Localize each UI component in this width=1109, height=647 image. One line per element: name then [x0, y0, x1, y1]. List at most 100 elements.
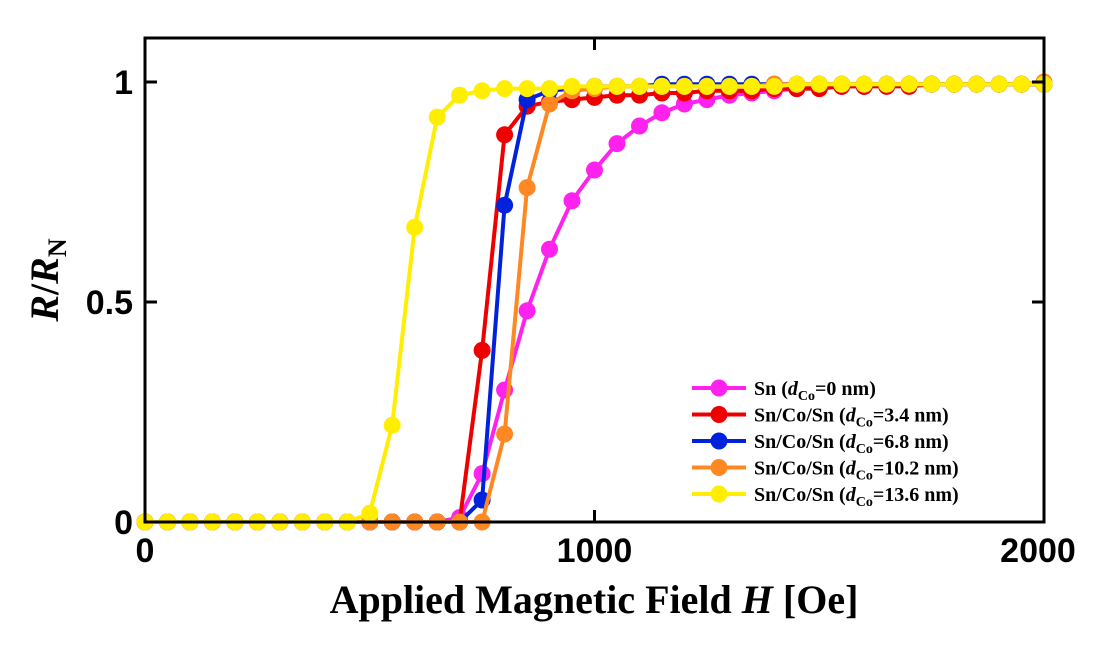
x-axis-title: Applied Magnetic Field H [Oe] — [330, 577, 859, 622]
series-2-point — [473, 341, 491, 359]
legend-entry-3: Sn/Co/Sn (dCo=6.8 nm) — [692, 431, 949, 457]
legend-label-sub: Co — [798, 389, 815, 404]
series-2-line — [145, 82, 1044, 524]
legend-swatch-marker — [710, 406, 728, 423]
series-1-point — [518, 302, 536, 320]
legend-entry-2: Sn/Co/Sn (dCo=3.4 nm) — [692, 405, 949, 431]
legend-swatch-marker — [710, 379, 728, 397]
series-4-line — [145, 80, 1045, 524]
series-5-point — [810, 75, 828, 93]
legend-swatch-marker — [710, 459, 728, 476]
series-5-point — [653, 77, 671, 95]
legend-label-value: =3.4 nm) — [873, 405, 949, 427]
series-5-point — [496, 80, 514, 98]
series-5-point — [361, 504, 379, 522]
legend-label-prefix: Sn/Co/Sn ( — [754, 431, 846, 453]
series-5-point — [743, 77, 761, 95]
series-5-point — [923, 75, 941, 93]
legend-label-value: =10.2 nm) — [873, 458, 959, 480]
legend-label-symbol: d — [846, 405, 857, 427]
series-1-point — [586, 161, 603, 179]
legend-label: Sn/Co/Sn (dCo=13.6 nm) — [754, 484, 959, 510]
legend-label-sub: Co — [856, 469, 873, 484]
x-tick-label: 2000 — [1000, 532, 1076, 570]
x-axis-title-unit: [Oe] — [773, 577, 859, 622]
series-5-point — [698, 77, 716, 95]
y-tick-label: 0 — [114, 504, 133, 542]
legend-label-symbol: d — [846, 458, 857, 480]
series-5-point — [1013, 75, 1030, 93]
series-4-point — [518, 179, 536, 197]
x-tick-label: 0 — [136, 532, 155, 570]
y-axis-title-sub: N — [43, 238, 72, 257]
series-3-point — [496, 196, 514, 214]
series-5-point — [518, 80, 536, 98]
legend-entry-1: Sn (dCo=0 nm) — [692, 378, 876, 404]
legend: Sn (dCo=0 nm)Sn/Co/Sn (dCo=3.4 nm)Sn/Co/… — [692, 378, 959, 510]
legend-label-sub: Co — [856, 442, 873, 457]
series-5-point — [541, 80, 558, 98]
series-5-point — [833, 75, 851, 93]
legend-swatch-marker — [710, 432, 728, 450]
legend-label-value: =0 nm) — [815, 378, 876, 400]
series-5-point — [720, 77, 738, 95]
y-tick-label: 0.5 — [86, 284, 133, 322]
series-5-point — [428, 108, 446, 126]
series-5-point — [473, 82, 491, 100]
series-5-point — [451, 86, 469, 104]
legend-label: Sn (dCo=0 nm) — [754, 378, 876, 404]
series-2-point — [496, 126, 514, 144]
series-4-point — [541, 95, 558, 113]
series-5-point — [608, 77, 626, 95]
series-1-point — [608, 135, 626, 153]
legend-label: Sn/Co/Sn (dCo=3.4 nm) — [754, 405, 949, 431]
series-5-point — [878, 75, 896, 93]
legend-label-value: =6.8 nm) — [873, 431, 949, 453]
legend-label-value: =13.6 nm) — [873, 484, 959, 506]
legend-entry-4: Sn/Co/Sn (dCo=10.2 nm) — [692, 458, 959, 484]
legend-swatch-marker — [710, 485, 728, 503]
legend-label-prefix: Sn/Co/Sn ( — [754, 484, 846, 506]
legend-label-prefix: Sn/Co/Sn ( — [754, 458, 846, 480]
series-1-point — [653, 104, 671, 122]
legend-label-symbol: d — [846, 484, 857, 506]
y-axis-title: R/RN — [22, 238, 72, 323]
x-axis-title-symbol: H — [741, 577, 775, 622]
series-5-point — [563, 77, 581, 95]
y-axis-title-rn: R — [22, 257, 67, 285]
y-axis-title-r: R — [22, 295, 67, 323]
x-tick-label: 1000 — [557, 532, 633, 570]
legend-entry-5: Sn/Co/Sn (dCo=13.6 nm) — [692, 484, 959, 510]
series-5-point — [675, 77, 693, 95]
legend-label-prefix: Sn ( — [754, 378, 788, 400]
legend-label-sub: Co — [856, 495, 873, 510]
series-5-point — [968, 75, 986, 93]
series-5-point — [990, 75, 1008, 93]
legend-label-symbol: d — [788, 378, 799, 400]
series-5-line — [145, 82, 1044, 524]
series-5-point — [855, 75, 873, 93]
series-5-point — [788, 75, 806, 93]
legend-label-symbol: d — [846, 431, 857, 453]
series-5-point — [383, 416, 401, 434]
series-4-point — [496, 425, 514, 443]
x-axis-title-main: Applied Magnetic Field — [330, 577, 742, 622]
y-tick-label: 1 — [114, 64, 133, 102]
legend-label: Sn/Co/Sn (dCo=10.2 nm) — [754, 458, 959, 484]
ticks-layer: 0 1000 2000 0 0.5 1 — [86, 38, 1076, 570]
series-1-point — [563, 192, 581, 210]
series-5-point — [900, 75, 918, 93]
series-5-point — [765, 77, 783, 95]
series-1-line — [145, 82, 1044, 524]
series-5-point — [945, 75, 963, 93]
legend-label: Sn/Co/Sn (dCo=6.8 nm) — [754, 431, 949, 457]
series-1-point — [541, 240, 558, 258]
y-axis-title-slash: / — [22, 283, 67, 296]
legend-label-prefix: Sn/Co/Sn ( — [754, 405, 846, 427]
series-3-line — [145, 82, 1044, 524]
legend-label-sub: Co — [856, 416, 873, 431]
series-5-point — [631, 77, 648, 95]
series-5-point — [406, 218, 424, 236]
series-1-point — [631, 117, 648, 135]
